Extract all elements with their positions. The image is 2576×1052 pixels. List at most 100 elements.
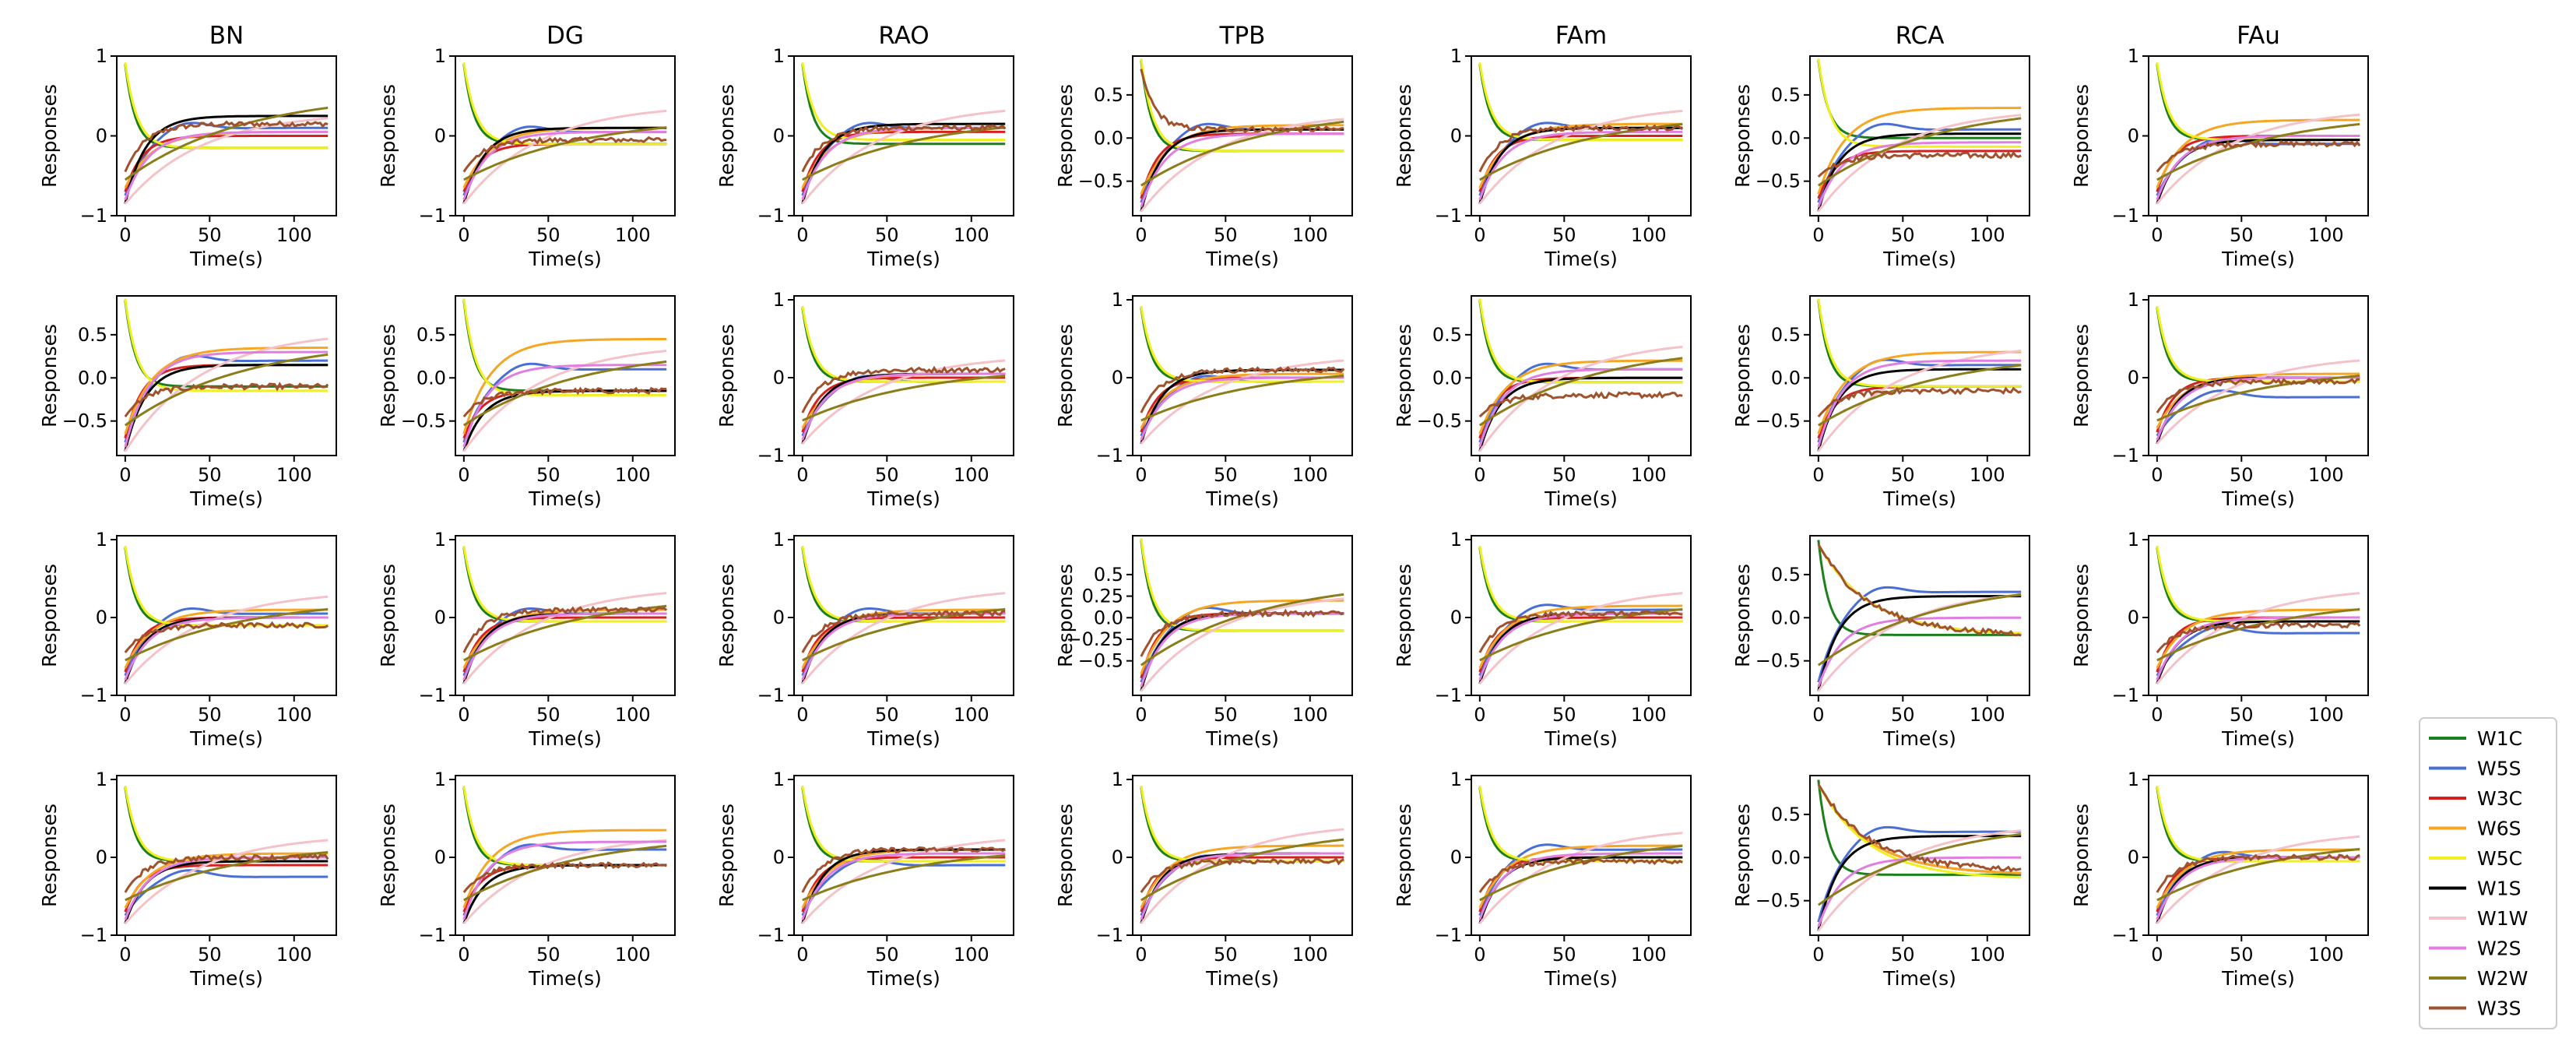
series-line-w1w <box>462 109 667 205</box>
y-tick-label: −1 <box>757 445 785 466</box>
y-tick-label: 0 <box>96 607 107 628</box>
series-line-w5c <box>2156 305 2360 383</box>
x-axis-label: Time(s) <box>1205 487 1279 510</box>
legend-label-w2s: W2S <box>2477 938 2522 960</box>
series-line-w3c <box>801 616 1006 673</box>
series-line-w6s <box>462 338 667 435</box>
legend-label-w2w: W2W <box>2477 967 2528 990</box>
series-line-w1w <box>1140 828 1344 924</box>
x-tick-label: 50 <box>198 944 222 966</box>
y-axis-label: Responses <box>715 324 738 427</box>
series-line-w1w <box>2156 835 2360 924</box>
series-line-w2w <box>462 360 667 427</box>
series-line-w3s <box>1817 544 2022 637</box>
series-line-w2w <box>1140 838 1344 902</box>
x-axis-label: Time(s) <box>1544 487 1618 510</box>
y-tick-label: 1 <box>773 769 785 790</box>
x-tick-label: 100 <box>276 224 312 246</box>
series-line-w1w <box>2156 113 2360 205</box>
panel-fau-row2: 0 50 100 1 0 −1 Time(s) Responses <box>2070 289 2369 510</box>
x-tick-label: 0 <box>2151 224 2163 246</box>
y-axis-label: Responses <box>377 324 399 427</box>
x-tick-label: 0 <box>1474 224 1485 246</box>
y-tick-label: 0 <box>434 125 446 147</box>
y-tick-label: 0 <box>1450 607 1462 628</box>
series-line-w5s <box>2156 389 2360 437</box>
series-line-w6s <box>1478 604 1683 669</box>
series-line-w2w <box>1479 844 1683 902</box>
series-line-w1w <box>1478 109 1683 205</box>
x-tick-label: 50 <box>536 464 561 486</box>
series-line-w3c <box>462 616 667 673</box>
series-line-w6s <box>1817 783 2022 874</box>
panel-fau-row1: FAu 0 50 100 1 0 −1 Time(s) Responses <box>2070 22 2369 270</box>
panel-tpb-row2: 0 50 100 1 0 −1 Time(s) Responses <box>1054 289 1353 510</box>
y-tick-label: 1 <box>2128 45 2139 67</box>
series-line-w1s <box>462 126 667 205</box>
x-tick-label: 100 <box>1292 704 1328 726</box>
x-tick-label: 50 <box>1552 224 1576 246</box>
x-tick-label: 100 <box>2308 224 2344 246</box>
series-line-w3s <box>462 605 668 653</box>
legend-label-w6s: W6S <box>2477 818 2522 840</box>
series-line-w5c <box>124 785 329 863</box>
x-tick-label: 50 <box>1552 704 1576 726</box>
x-tick-label: 100 <box>615 224 651 246</box>
plot-frame <box>793 535 1014 696</box>
y-axis-label: Responses <box>377 84 399 188</box>
x-axis-label: Time(s) <box>189 727 263 750</box>
x-tick-label: 50 <box>536 944 561 966</box>
y-tick-label: −1 <box>419 684 446 706</box>
x-tick-label: 50 <box>1214 944 1238 966</box>
x-axis-label: Time(s) <box>528 967 602 990</box>
y-tick-label: 0 <box>434 607 446 628</box>
panel-title: TPB <box>1219 22 1266 50</box>
y-tick-label: −0.5 <box>1755 650 1801 672</box>
series-line-w3s <box>1478 390 1683 418</box>
series-line-w3c <box>124 135 329 192</box>
x-tick-label: 100 <box>2308 704 2344 726</box>
series-line-w1w <box>462 592 667 684</box>
y-tick-label: −1 <box>2112 205 2139 227</box>
y-axis-label: Responses <box>38 324 61 427</box>
panel-fau-row3: 0 50 100 1 0 −1 Time(s) Responses <box>2070 529 2369 750</box>
series-line-w2s <box>2156 135 2360 201</box>
y-axis-label: Responses <box>1054 564 1077 667</box>
series-line-w1c <box>1817 540 2022 636</box>
legend-label-w3c: W3C <box>2477 787 2522 810</box>
plot-frame <box>1471 535 1692 696</box>
y-tick-label: 0 <box>1450 125 1462 147</box>
series-line-w1w <box>462 350 667 452</box>
x-tick-label: 0 <box>1474 704 1485 726</box>
panel-bn-row3: 0 50 100 1 0 −1 Time(s) Responses <box>38 529 337 750</box>
x-tick-label: 0 <box>119 224 131 246</box>
y-tick-label: 1 <box>1112 769 1123 790</box>
y-axis-label: Responses <box>1393 564 1415 667</box>
series-line-w2s <box>124 350 329 448</box>
x-tick-label: 50 <box>2230 464 2254 486</box>
series-line-w5c <box>1817 58 2022 148</box>
x-tick-label: 100 <box>615 944 651 966</box>
series-line-w2s <box>1478 852 1683 920</box>
y-axis-label: Responses <box>1054 324 1077 427</box>
series-line-w3s <box>1817 150 2022 178</box>
panel-rao-row4: 0 50 100 1 0 −1 Time(s) Responses <box>715 769 1014 990</box>
y-tick-label: 1 <box>773 45 785 67</box>
y-tick-label: −0.5 <box>1078 171 1123 192</box>
x-axis-label: Time(s) <box>2221 727 2295 750</box>
series-line-w1c <box>1817 60 2022 139</box>
panel-fam-row2: 0 50 100 0.5 0.0 −0.5 Time(s) Responses <box>1393 295 1692 510</box>
series-line-w5s <box>1817 586 2022 683</box>
series-line-w3s <box>2156 378 2360 413</box>
series-line-w2s <box>1140 132 1344 208</box>
series-line-w3s <box>1478 609 1683 653</box>
x-tick-label: 0 <box>119 944 131 966</box>
series-line-w2s <box>1817 616 2022 688</box>
series-line-w2w <box>124 106 329 181</box>
series-line-w2s <box>1817 359 2022 448</box>
series-line-w3s <box>1140 69 1344 134</box>
series-line-w2s <box>462 364 667 448</box>
x-axis-label: Time(s) <box>1544 967 1618 990</box>
x-axis-label: Time(s) <box>1882 967 1956 990</box>
y-tick-label: 0 <box>773 607 785 628</box>
